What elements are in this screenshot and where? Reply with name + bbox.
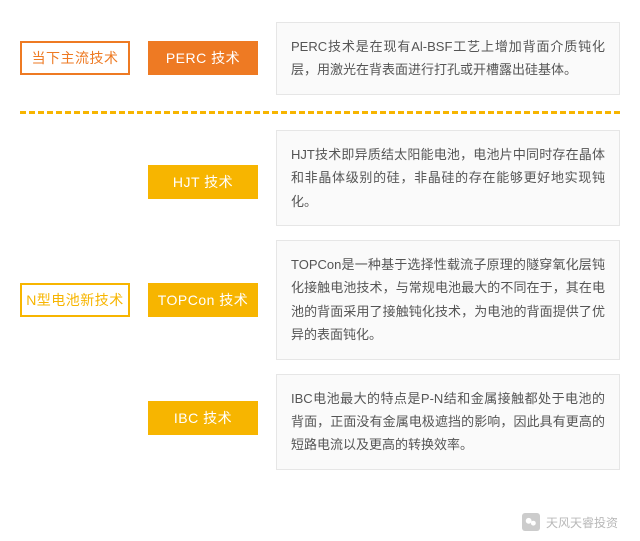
category-badge-current: 当下主流技术 <box>20 41 130 75</box>
tech-wrap-ibc: IBC 技术 <box>148 366 258 470</box>
top-category-col: 当下主流技术 <box>20 41 130 75</box>
tech-badge-ibc: IBC 技术 <box>148 401 258 435</box>
top-desc-col: PERC技术是在现有Al-BSF工艺上增加背面介质钝化层，用激光在背表面进行打孔… <box>276 22 620 95</box>
section-divider <box>20 111 620 114</box>
tech-badge-perc: PERC 技术 <box>148 41 258 75</box>
desc-hjt: HJT技术即异质结太阳能电池，电池片中同时存在晶体和非晶体级别的硅，非晶硅的存在… <box>276 130 620 226</box>
tech-wrap-hjt: HJT 技术 <box>148 130 258 234</box>
diagram-root: 当下主流技术 PERC 技术 PERC技术是在现有Al-BSF工艺上增加背面介质… <box>20 22 620 470</box>
tech-badge-hjt: HJT 技术 <box>148 165 258 199</box>
desc-perc: PERC技术是在现有Al-BSF工艺上增加背面介质钝化层，用激光在背表面进行打孔… <box>276 22 620 95</box>
tech-badge-topcon: TOPCon 技术 <box>148 283 258 317</box>
footer-text: 天风天睿投资 <box>546 514 618 531</box>
top-section: 当下主流技术 PERC 技术 PERC技术是在现有Al-BSF工艺上增加背面介质… <box>20 22 620 95</box>
bottom-section: N型电池新技术 HJT 技术 TOPCon 技术 IBC 技术 HJT技术即异质… <box>20 130 620 470</box>
desc-ibc: IBC电池最大的特点是P-N结和金属接触都处于电池的背面，正面没有金属电极遮挡的… <box>276 374 620 470</box>
tech-wrap-topcon: TOPCon 技术 <box>148 248 258 352</box>
bottom-tech-col: HJT 技术 TOPCon 技术 IBC 技术 <box>148 130 258 470</box>
desc-topcon: TOPCon是一种基于选择性载流子原理的隧穿氧化层钝化接触电池技术，与常规电池最… <box>276 240 620 360</box>
category-badge-ntype: N型电池新技术 <box>20 283 130 317</box>
footer-source: 天风天睿投资 <box>522 513 618 531</box>
wechat-icon <box>522 513 540 531</box>
top-tech-col: PERC 技术 <box>148 41 258 75</box>
bottom-desc-col: HJT技术即异质结太阳能电池，电池片中同时存在晶体和非晶体级别的硅，非晶硅的存在… <box>276 130 620 470</box>
bottom-category-col: N型电池新技术 <box>20 130 130 470</box>
